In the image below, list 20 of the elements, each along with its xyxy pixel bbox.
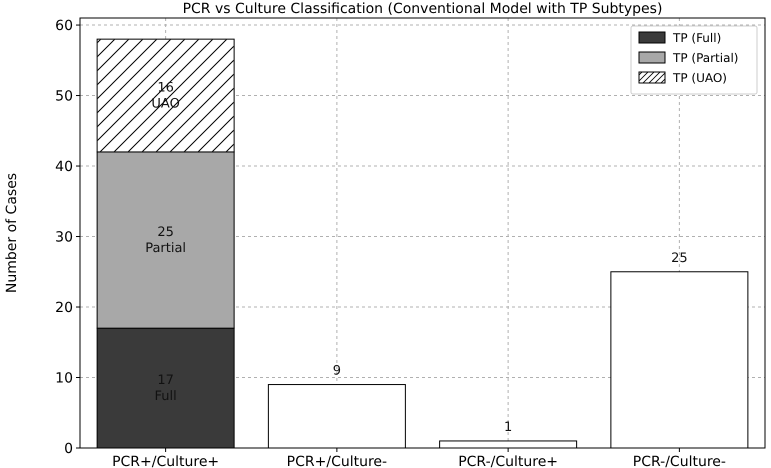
y-tick-label: 30 [55,229,73,246]
x-tick-label: PCR-/Culture+ [458,454,558,468]
chart-title: PCR vs Culture Classification (Conventional Model with TP Subtypes) [182,1,662,17]
y-tick-label: 60 [55,18,73,34]
y-tick-label: 10 [55,370,73,386]
y-tick-label: 40 [55,158,73,175]
legend-label: TP (Full) [672,31,722,46]
y-tick-label: 50 [55,88,73,104]
x-tick-label: PCR+/Culture+ [112,454,220,468]
y-tick-label: 20 [55,300,73,316]
data-label: 9 [332,364,342,379]
data-label: 25 [671,250,688,266]
data-label: 25 Partial [145,225,186,256]
x-tick-label: PCR+/Culture- [286,454,388,468]
y-axis-title: Number of Cases [4,172,20,294]
data-label: 1 [504,420,512,435]
legend-label: TP (UAO) [672,71,727,86]
x-tick-label: PCR-/Culture- [632,454,726,468]
y-tick-label: 0 [64,440,73,457]
legend-label: TP (Partial) [672,51,738,66]
